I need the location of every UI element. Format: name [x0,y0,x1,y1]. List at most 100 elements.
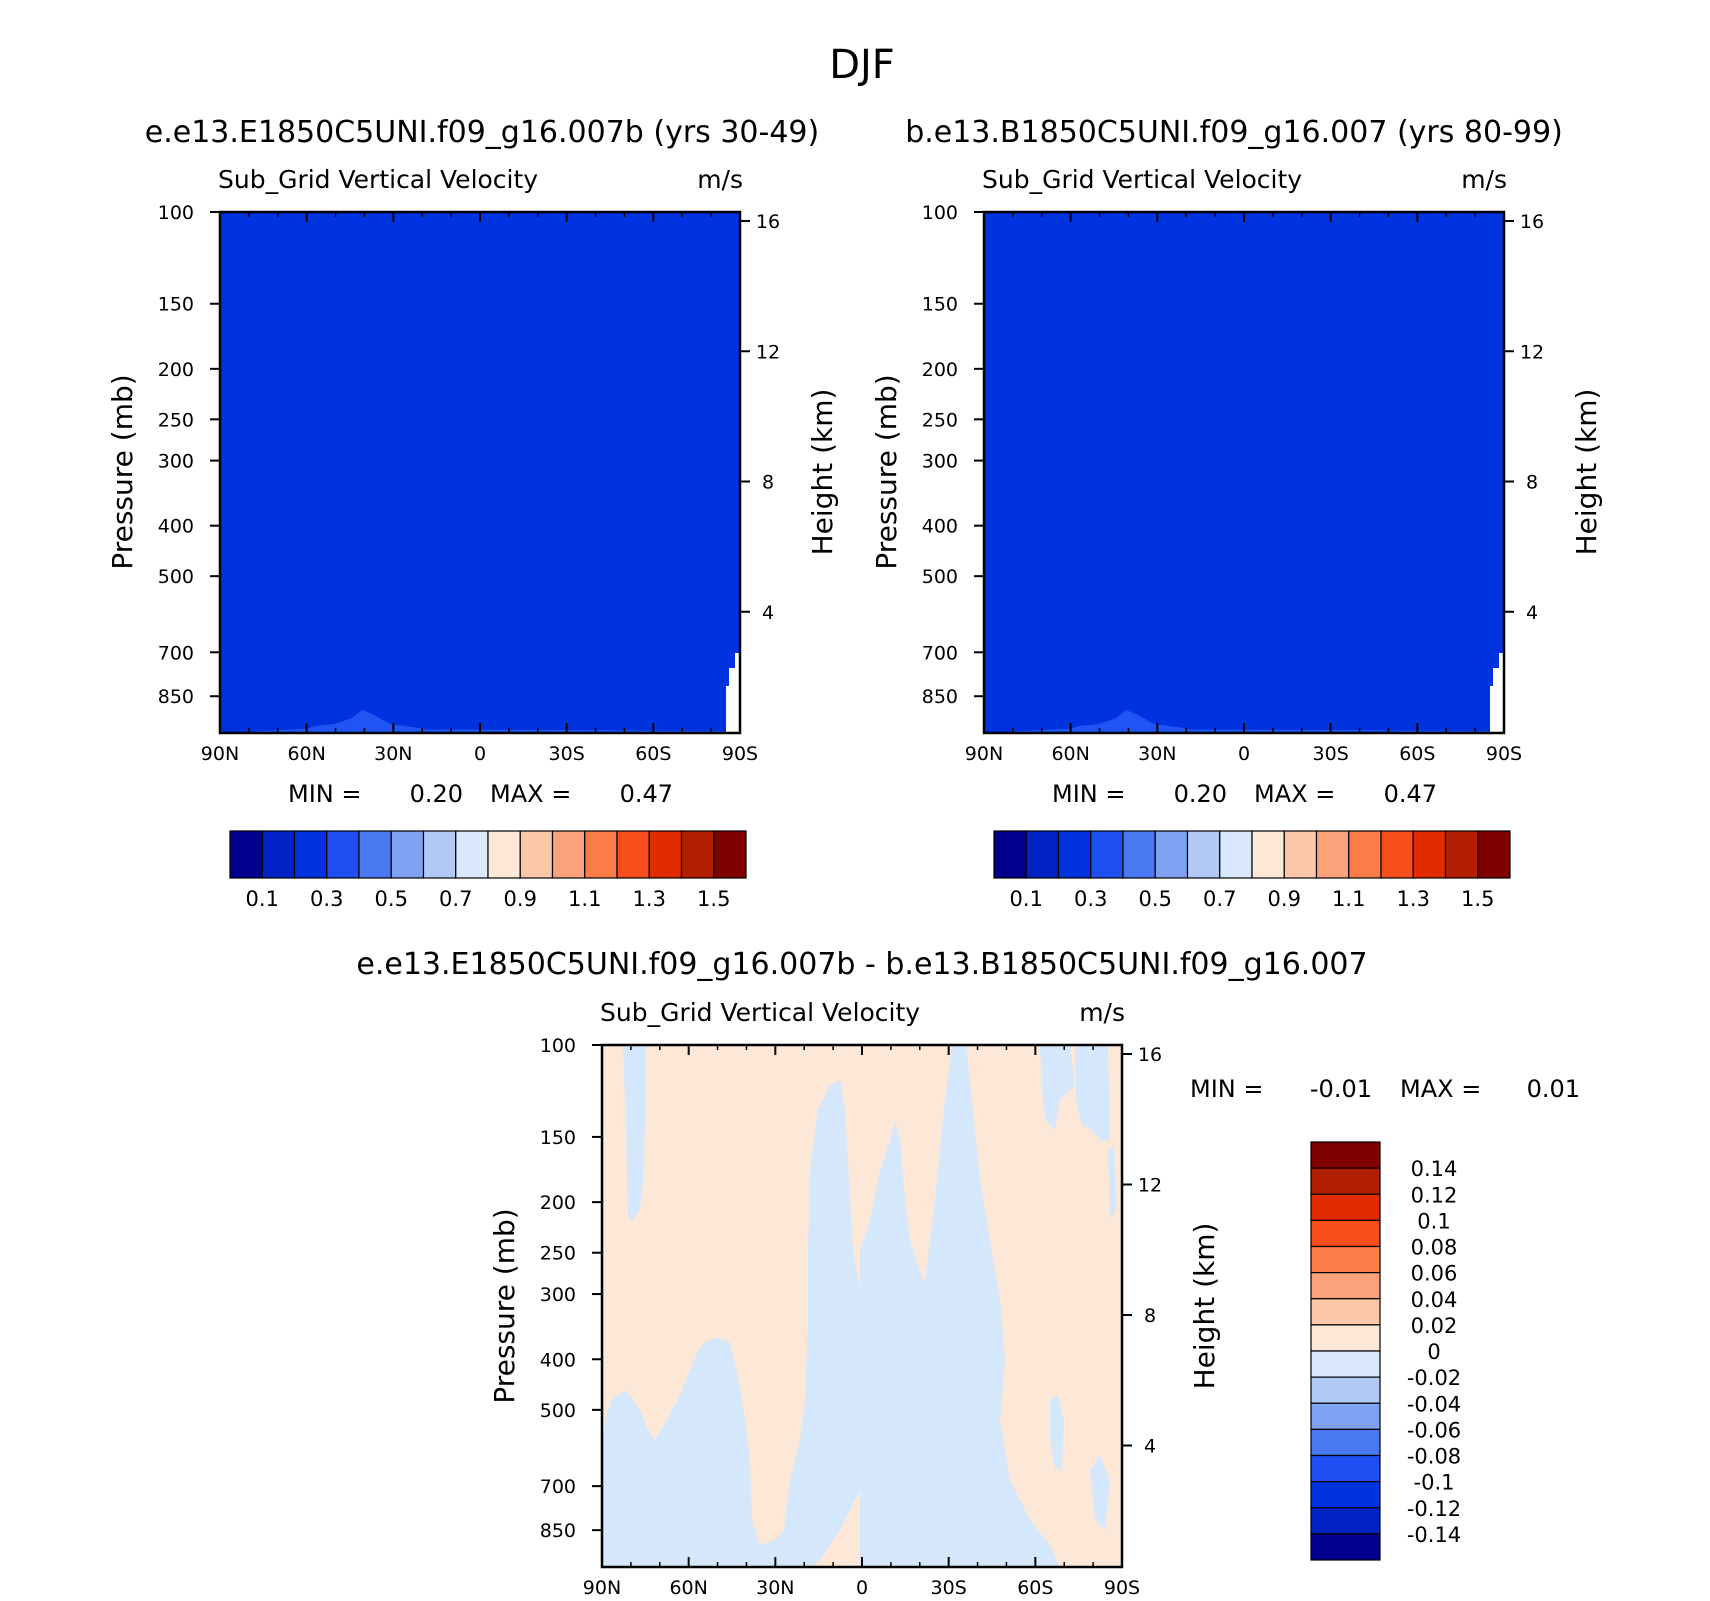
colorbar-swatch [1310,1481,1381,1509]
units-label: m/s [1461,165,1507,194]
colorbar-swatch [1186,830,1221,879]
panel-case2: b.e13.B1850C5UNI.f09_g16.007 (yrs 80-99)… [870,115,1603,911]
y2-ticks: 16 12 8 4 [740,211,780,624]
y-tick-label: 200 [922,359,958,381]
x-tick-label: 60N [1051,743,1089,765]
colorbar-swatch [1310,1219,1381,1248]
y2-tick-label: 4 [762,602,774,624]
y2-tick-label: 4 [1526,602,1538,624]
x-ticks: 90N 60N 30N 0 30S 60S 90S [965,212,1522,765]
page-title: DJF [829,42,895,88]
y-axis-label: Pressure (mb) [488,1208,521,1403]
colorbar-label: 0.04 [1411,1288,1458,1312]
colorbar-swatch [1310,1298,1381,1326]
y2-tick-label: 16 [756,211,780,233]
y-tick-label: 100 [540,1035,576,1057]
x-tick-label: 60N [287,743,325,765]
colorbar-swatch [1310,1167,1381,1195]
colorbar-swatch [1477,830,1511,879]
near-surface-bump [1059,710,1204,733]
x-tick-label: 60S [635,743,671,765]
plot-area: 90N 60N 30N 0 30S 60S 90S 100 150 200 250 300 400 50… [540,1035,1162,1599]
colorbar-label: 0.12 [1411,1183,1458,1207]
diff-negative-region [1050,1395,1064,1470]
diff-negative-region [895,1045,1060,1567]
y-tick-label: 700 [922,642,958,664]
colorbar-label: 1.1 [568,887,601,911]
panel-title: e.e13.E1850C5UNI.f09_g16.007b (yrs 30-49… [145,115,819,150]
y-tick-label: 300 [922,451,958,473]
x-tick-label: 0 [856,1577,868,1599]
colorbar-swatch [648,830,683,879]
y-tick-label: 250 [158,409,194,431]
y-axis-label: Pressure (mb) [870,374,903,569]
y-ticks: 100 150 200 250 300 400 500 700 850 [158,202,220,708]
colorbar-label: 0.1 [1010,887,1043,911]
x-ticks: 90N 60N 30N 0 30S 60S 90S [583,1045,1140,1599]
y-tick-label: 700 [540,1476,576,1498]
panel-difference: e.e13.E1850C5UNI.f09_g16.007b - b.e13.B1… [356,947,1580,1599]
x-tick-label: 30N [1138,743,1176,765]
min-label: MIN = [1190,1075,1263,1103]
max-label: MAX = [1254,780,1335,808]
y-tick-label: 150 [540,1127,576,1149]
colorbar-label: 0.9 [504,887,537,911]
colorbar-label: -0.08 [1407,1445,1461,1469]
diff-negative-region [1040,1045,1075,1130]
colorbar-swatch [1310,1454,1381,1483]
y2-tick-label: 16 [1520,211,1544,233]
colorbar-swatch [1025,830,1060,879]
colorbar-swatch [487,830,521,879]
y-tick-label: 100 [922,202,958,224]
panel-title: e.e13.E1850C5UNI.f09_g16.007b - b.e13.B1… [356,947,1367,982]
colorbar-swatch [1315,830,1350,879]
x-tick-label: 0 [474,743,486,765]
colorbar-swatch [1090,830,1124,879]
colorbar-label: -0.02 [1407,1366,1461,1390]
y2-tick-label: 8 [1144,1305,1156,1327]
y-tick-label: 400 [922,516,958,538]
min-value: 0.20 [1174,780,1227,808]
colorbar-swatch [1310,1193,1381,1221]
y-ticks: 100 150 200 250 300 400 500 700 850 [922,202,984,708]
colorbar-swatch [1310,1376,1381,1404]
x-tick-label: 60S [1399,743,1435,765]
max-label: MAX = [1400,1075,1481,1103]
colorbar-label: 1.5 [1461,887,1494,911]
colorbar-swatch [1219,830,1253,879]
colorbar-swatch [519,830,554,879]
colorbar-label: 0.7 [439,887,472,911]
colorbar-swatch [616,830,650,879]
colorbar-swatch [680,830,715,879]
x-tick-label: 0 [1238,743,1250,765]
min-label: MIN = [1052,780,1125,808]
colorbar-swatch [229,830,263,879]
variable-label: Sub_Grid Vertical Velocity [600,998,920,1027]
y-tick-label: 700 [158,642,194,664]
colorbar-swatch [261,830,296,879]
colorbar-swatch [1310,1272,1381,1300]
max-value: 0.47 [620,780,673,808]
colorbar-label: 0.3 [1074,887,1107,911]
colorbar-label: 0.5 [1139,887,1172,911]
y-tick-label: 400 [540,1349,576,1371]
colorbar-swatch [293,830,328,879]
colorbar-swatch [713,830,747,879]
units-label: m/s [697,165,743,194]
colorbar-swatch [1412,830,1447,879]
y2-ticks: 16 12 8 4 [1504,211,1544,624]
y-tick-label: 200 [540,1192,576,1214]
y-tick-label: 400 [158,516,194,538]
panel-title: b.e13.B1850C5UNI.f09_g16.007 (yrs 80-99) [905,115,1563,150]
y2-tick-label: 4 [1144,1436,1156,1458]
x-tick-label: 60N [669,1577,707,1599]
colorbar-label: 0.14 [1411,1157,1458,1181]
colorbar-swatch [1310,1507,1381,1535]
colorbar-label: 1.5 [697,887,730,911]
colorbar-swatch [1251,830,1285,879]
y2-axis-label: Height (km) [1570,389,1603,556]
colorbar-swatch [1348,830,1382,879]
colorbar-label: 0 [1427,1340,1440,1364]
diff-negative-region [623,1045,646,1222]
diff-negative-region [1075,1045,1110,1140]
